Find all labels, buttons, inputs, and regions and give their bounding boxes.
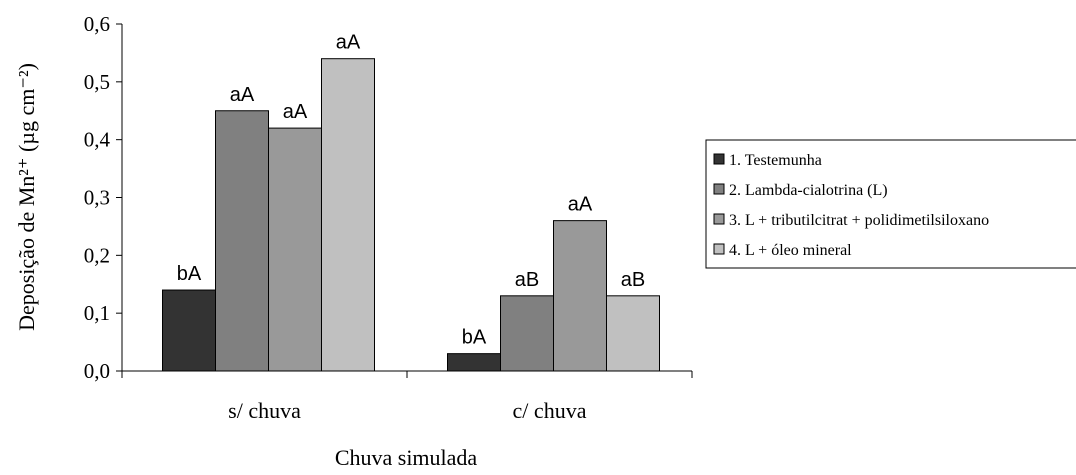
category-labels: s/ chuva c/ chuva: [228, 398, 587, 423]
bar-data-label: aA: [283, 101, 308, 123]
legend-swatch: [713, 243, 725, 255]
bar: [215, 110, 269, 372]
bar: [321, 58, 375, 372]
bar-data-label: aB: [515, 269, 539, 291]
x-category-label: s/ chuva: [228, 398, 301, 423]
legend-label: 2. Lambda-cialotrina (L): [729, 182, 888, 199]
bar: [447, 353, 501, 372]
legend-swatch: [713, 153, 725, 165]
bar-labels: bA aA aA aA bA aB aA aB: [177, 32, 645, 349]
y-tick-label: 0,0: [84, 359, 110, 383]
x-category-label: c/ chuva: [513, 398, 587, 423]
y-axis-title: Deposição de Mn²⁺ (µg cm⁻²): [14, 63, 39, 331]
bar-data-label: bA: [177, 263, 202, 285]
y-tick-label: 0,1: [84, 301, 110, 325]
x-ticks: [121, 371, 693, 378]
y-tick-label: 0,3: [84, 186, 110, 210]
y-tick-label: 0,2: [84, 243, 110, 267]
legend-label: 3. L + tributilcitrat + polidimetilsilox…: [729, 212, 989, 229]
bar: [268, 127, 322, 372]
legend-box: [705, 139, 1076, 269]
bar-data-label: aB: [621, 269, 645, 291]
legend-swatch: [713, 183, 725, 195]
bar: [500, 295, 554, 372]
bar-data-label: aA: [568, 194, 593, 216]
bar: [553, 220, 607, 372]
legend-label: 4. L + óleo mineral: [729, 242, 852, 259]
legend-swatch: [713, 213, 725, 225]
bar: [606, 295, 660, 372]
bar: [162, 289, 216, 372]
y-ticks: 0,0 0,1 0,2 0,3 0,4 0,5 0,6: [84, 12, 122, 383]
legend: 1. Testemunha 2. Lambda-cialotrina (L) 3. …: [705, 139, 1076, 269]
bar-data-label: aA: [230, 84, 255, 106]
x-axis-title: Chuva simulada: [335, 445, 478, 470]
y-tick-label: 0,6: [84, 12, 110, 36]
y-tick-label: 0,4: [84, 128, 111, 152]
legend-label: 1. Testemunha: [729, 152, 822, 169]
bars: [162, 58, 660, 372]
y-tick-label: 0,5: [84, 70, 110, 94]
bar-data-label: aA: [336, 32, 361, 54]
bar-data-label: bA: [462, 327, 487, 349]
